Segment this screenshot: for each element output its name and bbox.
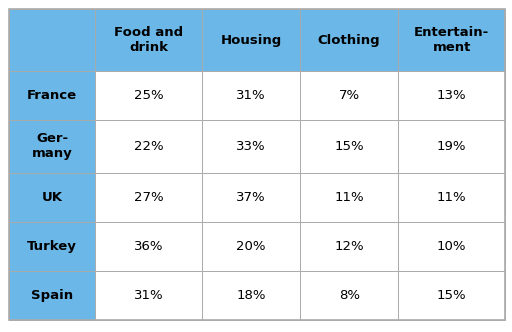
Text: UK: UK <box>41 191 63 204</box>
Text: 15%: 15% <box>437 289 466 302</box>
Bar <box>95 271 202 320</box>
Bar <box>398 120 505 173</box>
Bar <box>300 173 398 222</box>
Text: Spain: Spain <box>31 289 73 302</box>
Text: 12%: 12% <box>334 240 364 253</box>
Bar <box>300 222 398 271</box>
Bar <box>9 173 95 222</box>
Text: 19%: 19% <box>437 140 466 153</box>
Bar <box>398 222 505 271</box>
Text: Clothing: Clothing <box>318 34 380 46</box>
Text: 13%: 13% <box>437 89 466 102</box>
Bar <box>95 9 202 71</box>
Text: Food and
drink: Food and drink <box>114 26 183 54</box>
Bar <box>202 271 300 320</box>
Bar <box>300 120 398 173</box>
Bar <box>95 222 202 271</box>
Bar <box>202 71 300 120</box>
Bar <box>300 271 398 320</box>
Text: 33%: 33% <box>236 140 266 153</box>
Text: 22%: 22% <box>134 140 163 153</box>
Text: Housing: Housing <box>220 34 282 46</box>
Text: Entertain-
ment: Entertain- ment <box>414 26 489 54</box>
Text: France: France <box>27 89 77 102</box>
Text: 31%: 31% <box>134 289 163 302</box>
Bar <box>202 9 300 71</box>
Text: 15%: 15% <box>334 140 364 153</box>
Text: 11%: 11% <box>334 191 364 204</box>
Text: 18%: 18% <box>236 289 266 302</box>
Bar <box>202 120 300 173</box>
Bar <box>202 173 300 222</box>
Text: 31%: 31% <box>236 89 266 102</box>
Bar <box>398 271 505 320</box>
Bar <box>9 271 95 320</box>
Text: 10%: 10% <box>437 240 466 253</box>
Text: 7%: 7% <box>338 89 360 102</box>
Bar <box>398 71 505 120</box>
Text: 27%: 27% <box>134 191 163 204</box>
Bar <box>9 222 95 271</box>
Bar <box>202 222 300 271</box>
Text: Turkey: Turkey <box>27 240 77 253</box>
Text: 25%: 25% <box>134 89 163 102</box>
Bar <box>95 71 202 120</box>
Text: Ger-
many: Ger- many <box>32 132 73 160</box>
Bar <box>9 120 95 173</box>
Bar <box>95 173 202 222</box>
Bar <box>9 9 95 71</box>
Bar <box>300 9 398 71</box>
Text: 37%: 37% <box>236 191 266 204</box>
Bar <box>398 9 505 71</box>
Bar <box>95 120 202 173</box>
Text: 20%: 20% <box>236 240 266 253</box>
Text: 8%: 8% <box>338 289 360 302</box>
Bar <box>300 71 398 120</box>
Text: 36%: 36% <box>134 240 163 253</box>
Text: 11%: 11% <box>437 191 466 204</box>
Bar <box>9 71 95 120</box>
Bar <box>398 173 505 222</box>
